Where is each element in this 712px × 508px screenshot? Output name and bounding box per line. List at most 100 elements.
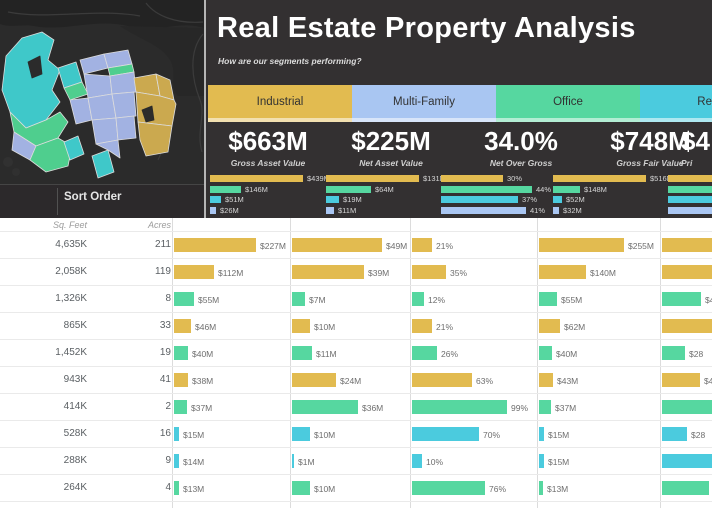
value-bar[interactable]	[174, 238, 256, 252]
segment-bar[interactable]	[553, 206, 559, 214]
value-bar[interactable]	[539, 292, 557, 306]
segment-tab-industrial[interactable]: Industrial	[208, 85, 352, 122]
bar-value-label: $112M	[218, 268, 244, 278]
kpi-label: Net Asset Value	[359, 158, 423, 168]
value-bar[interactable]	[539, 454, 544, 468]
segment-bar[interactable]	[441, 185, 532, 193]
value-bar[interactable]	[539, 427, 544, 441]
segment-bar[interactable]	[210, 206, 216, 214]
sort-order-control[interactable]: Sort Order	[0, 184, 204, 218]
value-bar[interactable]	[662, 481, 709, 495]
kpi-value: $225M	[351, 126, 431, 156]
table-bar-cell: $55M	[172, 286, 290, 312]
value-bar[interactable]	[662, 319, 712, 333]
segment-bar[interactable]	[668, 175, 712, 182]
segment-bar-row: 41%	[441, 206, 561, 217]
bar-value-label: $39M	[368, 268, 390, 278]
value-bar[interactable]	[292, 427, 310, 441]
segment-bar[interactable]	[326, 196, 339, 203]
value-bar[interactable]	[662, 346, 685, 360]
value-bar[interactable]	[412, 265, 446, 279]
value-bar[interactable]	[292, 346, 312, 360]
value-bar[interactable]	[539, 346, 552, 360]
value-bar[interactable]	[292, 292, 305, 306]
value-bar[interactable]	[539, 238, 624, 252]
kpi-gross-fair-value: $748M Gross Fair Value	[590, 122, 710, 168]
value-bar[interactable]	[412, 346, 437, 360]
value-bar[interactable]	[292, 265, 364, 279]
value-bar[interactable]	[412, 292, 424, 306]
segment-bar[interactable]	[441, 175, 503, 182]
value-bar[interactable]	[292, 481, 310, 495]
segment-bar[interactable]	[326, 206, 334, 214]
bar-value-label: $40M	[556, 349, 578, 359]
value-bar[interactable]	[539, 373, 553, 387]
value-bar[interactable]	[539, 481, 543, 495]
table-bar-cell: $55M	[537, 286, 660, 312]
segment-bar[interactable]	[553, 175, 646, 182]
segment-bar[interactable]	[441, 206, 526, 214]
value-bar[interactable]	[412, 373, 472, 387]
segment-bar[interactable]	[326, 175, 419, 182]
value-bar[interactable]	[174, 427, 179, 441]
value-bar[interactable]	[539, 265, 586, 279]
value-bar[interactable]	[412, 400, 507, 414]
value-bar[interactable]	[174, 454, 179, 468]
segment-bar[interactable]	[441, 196, 518, 203]
value-bar[interactable]	[662, 292, 701, 306]
table-bar-cell: $38M	[172, 367, 290, 393]
value-bar[interactable]	[412, 454, 422, 468]
segment-tab-underline	[208, 118, 352, 122]
segment-bar[interactable]	[668, 185, 712, 193]
region-map[interactable]	[0, 0, 204, 185]
segment-bar[interactable]	[553, 196, 562, 203]
value-bar[interactable]	[539, 319, 560, 333]
value-bar[interactable]	[292, 454, 294, 468]
value-bar[interactable]	[174, 400, 187, 414]
bar-value-label: $28	[689, 349, 704, 359]
map-panel[interactable]: Sort Order	[0, 0, 206, 218]
value-bar[interactable]	[174, 346, 188, 360]
value-bar[interactable]	[662, 373, 700, 387]
segment-bar[interactable]	[210, 196, 221, 203]
value-bar[interactable]	[412, 481, 485, 495]
value-bar[interactable]	[174, 292, 194, 306]
value-bar[interactable]	[174, 373, 188, 387]
value-bar[interactable]	[662, 400, 712, 414]
segment-bar[interactable]	[668, 206, 712, 214]
value-bar[interactable]	[662, 238, 712, 252]
segment-tab-office[interactable]: Office	[496, 85, 640, 122]
segment-bar[interactable]	[210, 175, 303, 182]
value-bar[interactable]	[174, 319, 191, 333]
segment-bar[interactable]	[210, 185, 241, 193]
table-bar-cell: $15M	[172, 421, 290, 447]
value-bar[interactable]	[412, 427, 479, 441]
value-bar[interactable]	[292, 319, 310, 333]
value-bar[interactable]	[412, 319, 432, 333]
value-bar[interactable]	[292, 238, 382, 252]
value-bar[interactable]	[539, 400, 551, 414]
sq-feet-cell: 264K	[63, 482, 87, 493]
segment-tab-multi-family[interactable]: Multi-Family	[352, 85, 496, 122]
segment-bar[interactable]	[326, 185, 371, 193]
property-table: Sq. Feet Acres 4,635K 211 $227M $49M 21%…	[0, 218, 712, 508]
segment-bar-row: $131M	[326, 174, 446, 185]
value-bar[interactable]	[292, 400, 358, 414]
value-bar[interactable]	[662, 454, 712, 468]
value-bar[interactable]	[662, 427, 687, 441]
value-bar[interactable]	[662, 265, 712, 279]
table-bar-cell: $1M	[290, 448, 410, 474]
table-bar-cell: 21%	[410, 313, 537, 339]
segment-bar[interactable]	[553, 185, 580, 193]
map-regions[interactable]	[1, 31, 177, 179]
sq-feet-cell: 1,452K	[55, 347, 87, 358]
value-bar[interactable]	[292, 373, 336, 387]
segment-tab-retail[interactable]: Retail	[640, 85, 712, 122]
bar-value-label: $38M	[192, 376, 214, 386]
value-bar[interactable]	[174, 265, 214, 279]
segment-bar-row	[668, 195, 712, 206]
segment-bar[interactable]	[668, 196, 712, 203]
value-bar[interactable]	[412, 238, 432, 252]
segment-bar-row: $19M	[326, 195, 446, 206]
value-bar[interactable]	[174, 481, 179, 495]
